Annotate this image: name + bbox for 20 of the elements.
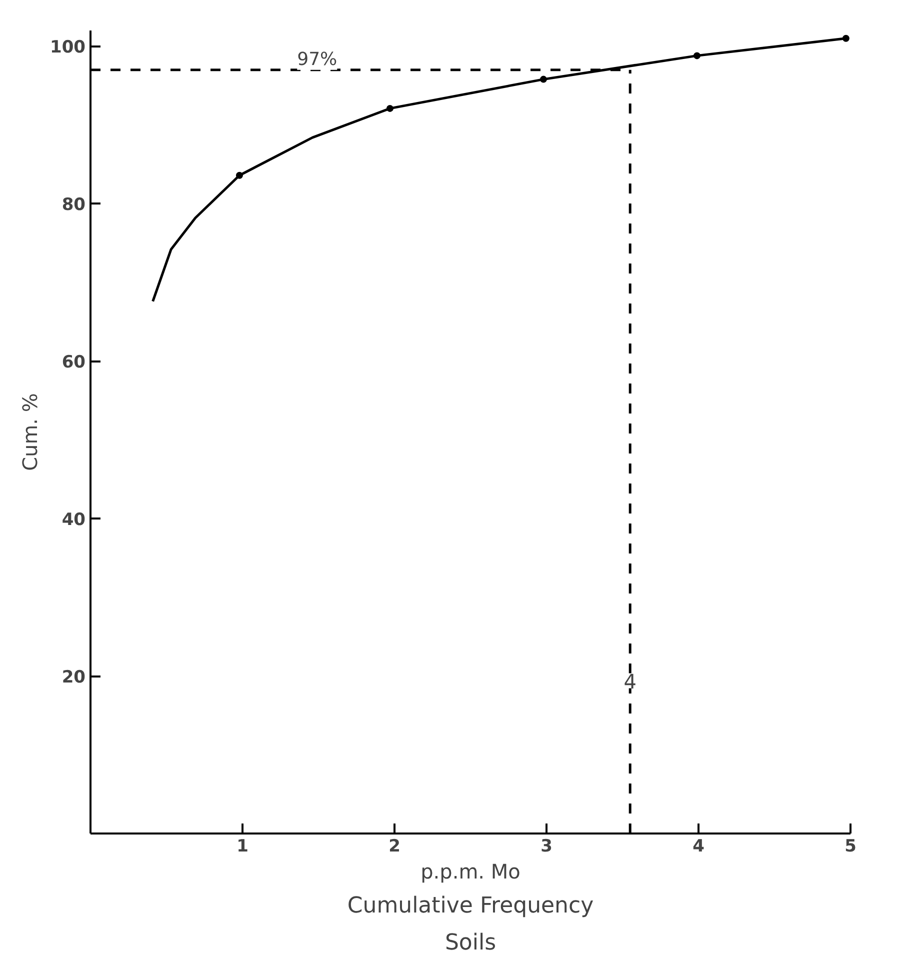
point [386,104,394,112]
x-tick-label: 1 [236,836,248,856]
y-tick-label: 80 [62,195,86,216]
y-tick-label: 60 [62,352,86,373]
y-tick-label: 20 [62,668,86,688]
x-tick-label: 4 [692,836,705,856]
x-tick-label: 2 [388,836,400,856]
y-tick-label: 100 [50,38,86,58]
ref-line-label: 97% [297,48,338,70]
point [236,172,243,179]
x-tick-label: 3 [540,836,552,856]
text: Cumulative Frequency Soils [347,894,594,956]
y-axis-title: Cum. % [18,393,42,471]
point [540,76,547,83]
point [842,34,850,42]
ref-line-label: 4 [624,669,636,694]
y-tick-label: 40 [62,510,86,530]
x-tick-label: 5 [844,836,856,856]
x-axis-title: p.p.m. Mo [420,860,520,884]
point [693,52,700,60]
